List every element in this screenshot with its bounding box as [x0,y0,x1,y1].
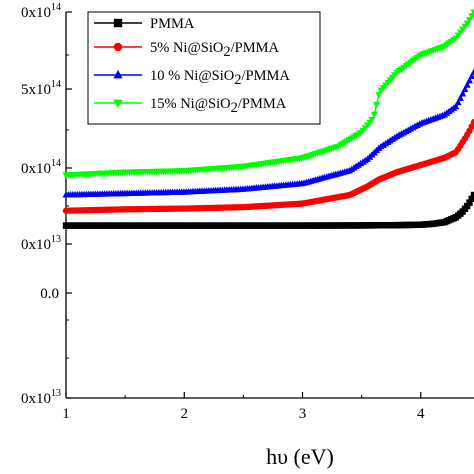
data-point [468,13,474,20]
data-point [368,117,376,124]
legend-label: 10 % Ni@SiO2/PMMA [150,68,290,88]
data-point [452,102,460,110]
legend-marker [113,18,123,28]
data-point [470,68,474,75]
data-point [470,191,474,199]
data-point [454,98,462,106]
x-axis-title: hυ (eV) [266,444,334,469]
data-point [461,85,469,93]
legend-label: 5% Ni@SiO2/PMMA [150,40,280,60]
data-point [463,81,471,88]
data-point [470,9,474,16]
legend-label: PMMA [150,16,195,32]
data-point [468,195,474,203]
plot-area: 1 2 3 4 0x1013 0.0 0x1013 0x1014 5x1014 0x1014 [21,2,474,422]
data-point [466,199,473,206]
x-tick-label: 2 [181,406,189,422]
legend-marker [113,42,123,52]
data-point [370,111,378,119]
data-point [459,90,467,97]
legend-marker [113,69,123,79]
legend-marker [113,99,123,109]
data-point [373,101,381,109]
y-tick-label: 5x1014 [21,79,61,98]
data-point [375,92,383,99]
y-tick-label: 0.0 [40,286,59,302]
y-tick-label: 0x1013 [21,234,61,253]
legend: PMMA 5% Ni@SiO2/PMMA 10 % Ni@SiO2/PMMA 15% … [87,11,321,125]
legend-box [87,11,321,125]
x-tick-label: 1 [62,406,70,422]
series-2 [62,68,474,198]
data-point [470,118,474,126]
x-tick-label: 3 [299,406,307,422]
series-1 [62,118,474,214]
y-tick-label: 0x1014 [21,2,61,21]
data-point [464,202,471,210]
x-tick-label: 4 [417,406,425,422]
y-tick-label: 0x1014 [21,158,61,177]
series-3 [62,9,474,179]
legend-label: 15% Ni@SiO2/PMMA [150,96,287,116]
y-tick-label: 0x1013 [21,388,61,407]
data-point [456,94,464,101]
data-point [465,76,473,84]
series-0 [62,191,474,229]
